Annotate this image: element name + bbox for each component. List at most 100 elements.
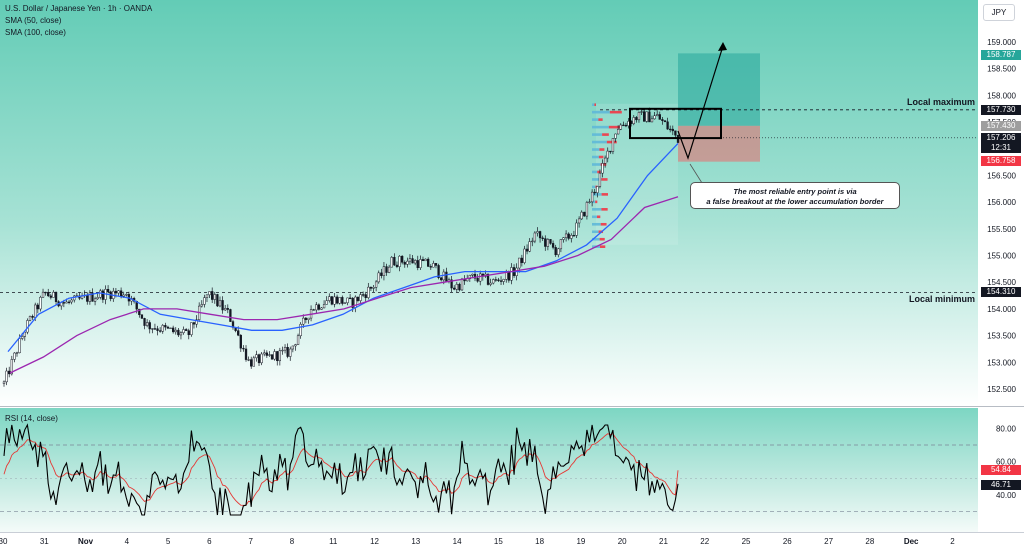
candle-body-43 — [114, 290, 118, 294]
candle-body-200 — [523, 248, 526, 263]
candle-body-204 — [533, 232, 537, 242]
current-price-tag: 157.206 — [981, 133, 1021, 143]
candle-body-63 — [166, 326, 170, 329]
candle-body-163 — [427, 258, 430, 267]
candle-body-250 — [653, 115, 656, 120]
candle-body-60 — [158, 330, 162, 332]
candle-body-84 — [221, 300, 224, 311]
candle-body-70 — [185, 329, 188, 331]
candle-body-0 — [2, 381, 6, 384]
candle-body-46 — [122, 294, 125, 297]
candle-body-136 — [356, 296, 360, 301]
time-axis-tick-15: 20 — [618, 537, 627, 546]
profile-bar-up-18 — [592, 237, 600, 241]
candle-body-164 — [429, 266, 432, 268]
profile-bar-up-4 — [592, 133, 603, 136]
candle-body-150 — [393, 257, 396, 266]
candle-body-246 — [643, 111, 646, 122]
candle-body-66 — [174, 329, 177, 333]
candle-body-99 — [260, 353, 263, 364]
candle-body-44 — [117, 290, 120, 294]
candle-body-237 — [619, 124, 622, 130]
candle-body-69 — [182, 329, 185, 334]
candle-body-38 — [101, 290, 105, 300]
stop-price-tag: 156.758 — [981, 156, 1021, 166]
candle-body-232 — [606, 150, 609, 159]
profile-bar-up-1 — [592, 110, 610, 114]
candle-body-193 — [505, 271, 508, 280]
candle-body-76 — [200, 304, 203, 307]
candle-body-154 — [403, 262, 406, 265]
profile-bar-down-6 — [599, 148, 605, 151]
entry-note-callout: The most reliable entry point is via a f… — [690, 182, 900, 209]
candle-body-218 — [570, 235, 573, 239]
candle-body-35 — [93, 298, 97, 302]
candle-body-52 — [138, 308, 141, 316]
profile-bar-down-0 — [594, 103, 596, 106]
candle-body-231 — [603, 157, 607, 164]
candle-body-160 — [419, 259, 422, 269]
price-axis-tick-11: 153.500 — [987, 332, 1016, 341]
candle-body-132 — [346, 297, 349, 304]
price-axis-tick-0: 159.000 — [987, 38, 1016, 47]
candle-body-98 — [257, 354, 261, 364]
candle-body-248 — [648, 111, 651, 123]
candle-body-181 — [473, 273, 477, 279]
candle-body-36 — [96, 297, 99, 300]
candle-body-175 — [458, 283, 461, 291]
rsi-ma-line — [3, 433, 679, 506]
currency-button[interactable]: JPY — [983, 4, 1015, 21]
time-axis-tick-21: 28 — [865, 537, 874, 546]
candle-body-189 — [494, 279, 497, 281]
price-axis-tick-1: 158.500 — [987, 65, 1016, 74]
candle-body-91 — [239, 334, 242, 349]
candle-body-126 — [330, 296, 334, 305]
time-axis-tick-20: 27 — [824, 537, 833, 546]
profile-bar-up-2 — [592, 118, 599, 121]
candle-body-83 — [218, 300, 222, 307]
candle-body-55 — [145, 322, 149, 326]
candle-body-93 — [244, 348, 248, 360]
candle-body-10 — [28, 316, 32, 321]
candle-body-26 — [70, 299, 73, 303]
candle-body-125 — [328, 296, 331, 301]
candle-body-23 — [62, 302, 66, 304]
candle-body-87 — [229, 309, 232, 322]
candle-body-203 — [531, 240, 534, 243]
time-axis-tick-1: 31 — [40, 537, 49, 546]
price-axis-tick-9: 154.500 — [987, 278, 1016, 287]
local-minimum-label: Local minimum — [909, 294, 976, 304]
candle-body-139 — [364, 294, 367, 298]
time-axis-tick-0: 30 — [0, 537, 8, 546]
candle-body-12 — [34, 304, 37, 318]
candle-body-114 — [299, 323, 302, 337]
candle-body-15 — [41, 291, 45, 298]
candle-body-131 — [343, 302, 347, 304]
candle-body-18 — [49, 295, 52, 298]
candle-body-5 — [15, 352, 19, 354]
candle-body-206 — [538, 231, 542, 239]
candle-body-166 — [434, 263, 438, 266]
candle-body-105 — [276, 351, 279, 362]
candle-body-245 — [640, 111, 643, 113]
candle-body-129 — [338, 297, 341, 304]
stop-zone — [678, 125, 760, 162]
candle-body-6 — [18, 338, 21, 354]
candle-body-234 — [611, 138, 615, 152]
time-axis-tick-9: 12 — [370, 537, 379, 546]
candle-body-182 — [476, 277, 479, 282]
local-min-price-tag: 154.310 — [981, 287, 1021, 297]
symbol-title: U.S. Dollar / Japanese Yen · 1h · OANDA — [5, 4, 153, 13]
candle-body-16 — [44, 291, 47, 294]
profile-bar-up-0 — [592, 103, 595, 106]
time-axis-tick-22: Dec — [904, 537, 919, 546]
candle-body-108 — [283, 346, 287, 351]
profile-bar-up-12 — [592, 193, 602, 196]
profile-bar-down-4 — [602, 133, 609, 136]
rsi-axis-tick-0: 80.00 — [996, 424, 1017, 433]
candle-body-119 — [312, 309, 315, 311]
profile-bar-down-15 — [596, 215, 601, 219]
candle-body-130 — [341, 297, 344, 304]
profile-bar-up-14 — [592, 208, 602, 211]
